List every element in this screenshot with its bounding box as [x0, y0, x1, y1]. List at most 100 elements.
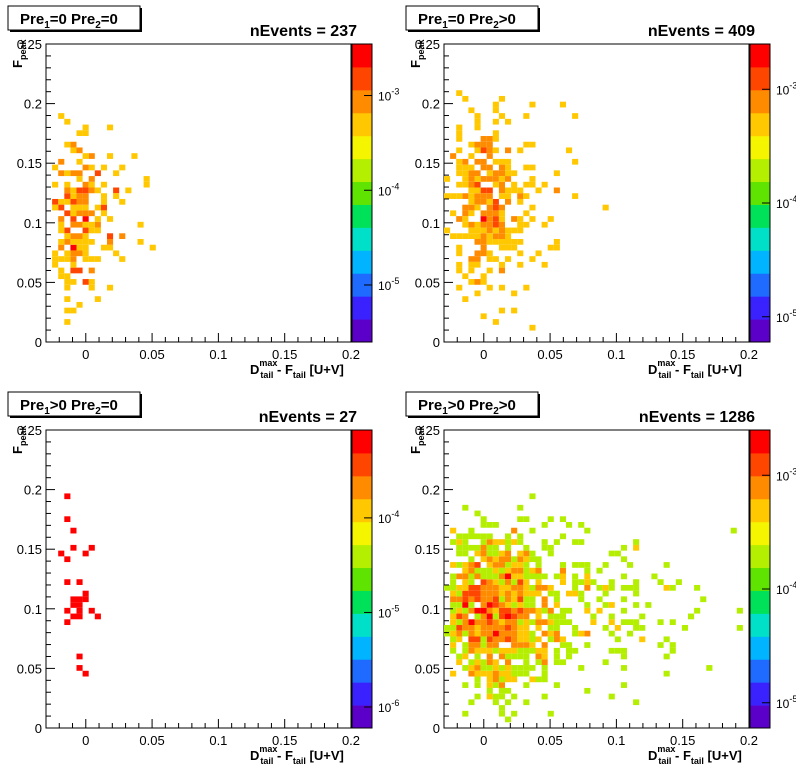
heatmap-bin — [511, 170, 518, 177]
colorbar-swatch — [352, 430, 372, 454]
heatmap-bin — [498, 619, 505, 626]
heatmap-bin — [486, 613, 493, 620]
heatmap-bin — [450, 596, 457, 603]
heatmap-bin — [480, 516, 487, 523]
heatmap-bin — [88, 279, 95, 285]
heatmap-bin — [596, 596, 603, 603]
heatmap-bin — [64, 556, 71, 563]
heatmap-bin — [456, 90, 463, 96]
colorbar-swatch — [750, 273, 770, 297]
heatmap-bin — [498, 682, 505, 688]
heatmap-bin — [64, 227, 71, 234]
heatmap-bin — [517, 613, 524, 620]
heatmap-bin — [480, 550, 487, 557]
heatmap-bin — [70, 141, 77, 148]
heatmap-bin — [64, 193, 71, 199]
heatmap-bin — [137, 239, 144, 245]
heatmap-bin — [70, 279, 77, 285]
heatmap-bin — [456, 625, 463, 631]
heatmap-bin — [450, 607, 457, 614]
colorbar: 10-3 10-4 10-5 — [749, 429, 796, 729]
heatmap-bin — [456, 284, 463, 291]
chart-panel-3: Pre1>0 Pre2=0 nEvents = 27 0 0.05 0.1 0.15 0.2… — [7, 391, 399, 766]
colorbar-swatch — [750, 636, 770, 660]
heatmap-bin — [82, 164, 89, 171]
title-box — [7, 5, 141, 31]
heatmap-bin — [480, 670, 487, 677]
colorbar-swatch — [750, 590, 770, 614]
heatmap-bin — [505, 227, 512, 234]
heatmap-bin — [541, 647, 548, 654]
heatmap-bin — [76, 244, 83, 251]
heatmap-bin — [486, 539, 493, 545]
heatmap-bin — [82, 279, 89, 285]
heatmap-bin — [602, 659, 609, 666]
heatmap-bin — [88, 239, 95, 245]
heatmap-bin — [88, 607, 95, 614]
colorbar-swatch — [352, 498, 372, 523]
heatmap-bin — [572, 590, 579, 597]
heatmap-bin — [492, 665, 499, 671]
heatmap-bin — [627, 584, 634, 591]
heatmap-bin — [596, 567, 603, 574]
heatmap-bin — [486, 596, 493, 603]
heatmap-bin — [474, 124, 481, 131]
heatmap-bin — [498, 181, 505, 188]
heatmap-bin — [547, 613, 554, 620]
heatmap-bin — [474, 653, 481, 660]
title-text: Pre1=0 Pre2>0 — [418, 11, 516, 31]
heatmap-bin — [450, 636, 457, 643]
heatmap-bin — [492, 659, 499, 666]
heatmap-bin — [620, 682, 627, 688]
heatmap-bin — [462, 158, 469, 165]
heatmap-bin — [486, 687, 493, 694]
heatmap-bin — [505, 256, 512, 262]
heatmap-bin — [559, 607, 566, 614]
colorbar-swatch — [352, 682, 372, 706]
heatmap-bin — [64, 250, 71, 257]
colorbar-swatch — [352, 705, 372, 729]
heatmap-bin — [70, 244, 77, 251]
heatmap-bin — [535, 659, 542, 666]
chart-panel-1: Pre1=0 Pre2=0 nEvents = 237 0 0.05 0.1 0.15 0.… — [7, 5, 399, 380]
heatmap-bin — [529, 642, 536, 648]
heatmap-bin — [492, 562, 499, 568]
colorbar-swatch — [352, 66, 372, 91]
heatmap-bin — [486, 630, 493, 637]
title-box-shadow — [408, 416, 540, 418]
colorbar-swatch — [352, 227, 372, 251]
heatmap-bin — [468, 647, 475, 654]
title-text: Pre1=0 Pre2=0 — [20, 11, 118, 31]
heatmap-bin — [480, 590, 487, 597]
heatmap-bin — [498, 579, 505, 585]
heatmap-bin — [474, 647, 481, 654]
title-text: Pre1>0 Pre2>0 — [418, 397, 516, 417]
heatmap-bin — [541, 181, 548, 188]
heatmap-bin — [94, 227, 101, 234]
heatmap-bin — [505, 533, 512, 540]
x-tick-label: 0.2 — [342, 347, 360, 362]
heatmap-bin — [492, 176, 499, 182]
heatmap-bin — [474, 250, 481, 257]
heatmap-bin — [468, 619, 475, 626]
heatmap-bin — [529, 590, 536, 597]
y-tick-label: 0.15 — [415, 542, 440, 557]
heatmap-bin — [474, 187, 481, 194]
heatmap-bin — [480, 665, 487, 671]
n-events-label: nEvents = 237 — [250, 23, 357, 40]
heatmap-bin — [474, 567, 481, 574]
heatmap-bin — [468, 556, 475, 563]
heatmap-bin — [559, 579, 566, 585]
heatmap-bin — [462, 296, 469, 302]
heatmap-bins — [52, 113, 156, 325]
heatmap-bin — [498, 602, 505, 608]
heatmap-bin — [511, 602, 518, 608]
heatmap-bin — [553, 619, 560, 626]
heatmap-bin — [462, 584, 469, 591]
heatmap-bin — [450, 562, 457, 568]
heatmap-bin — [633, 602, 640, 608]
colorbar-frame — [749, 429, 771, 729]
x-axis-label: Dmax tail - Ftail [U+V] — [648, 358, 742, 380]
y-tick-label: 0.05 — [17, 275, 42, 290]
heatmap-bin — [88, 267, 95, 274]
